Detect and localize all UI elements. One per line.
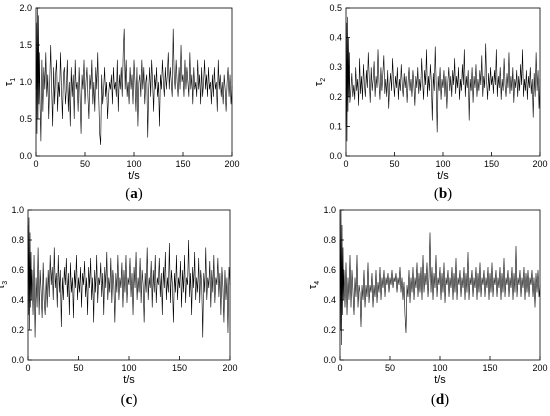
- y-tick-label: 2.0: [19, 3, 32, 13]
- x-tick-label: 200: [532, 363, 547, 373]
- x-tick-label: 50: [80, 159, 90, 169]
- plot-frame: [345, 7, 541, 157]
- caption-open: (: [121, 392, 126, 408]
- y-tick-label: 0.1: [329, 121, 342, 131]
- y-tick-label: 0.5: [19, 114, 32, 124]
- x-tick-label: 0: [33, 159, 38, 169]
- y-tick-label: 0.0: [329, 151, 342, 161]
- y-tick-label: 0.4: [323, 295, 336, 305]
- panel-caption: (a): [125, 186, 143, 202]
- caption-close: ): [447, 186, 452, 202]
- y-tick-label: 0.2: [329, 92, 342, 102]
- y-tick-label: 0.8: [11, 235, 24, 245]
- x-tick-label: 100: [126, 159, 141, 169]
- panel-c: 0 50 100 150 200 0.0 0.2 0.4 0.6 0.8 1.0 t/s τ3 (c): [0, 205, 238, 408]
- y-tick-label: 1.5: [19, 40, 32, 50]
- y-axis-title-base: τ: [313, 81, 325, 86]
- series-line-a: [35, 7, 233, 145]
- x-tick-label: 150: [175, 159, 190, 169]
- y-tick-label: 0.6: [323, 265, 336, 275]
- y-tick-label: 1.0: [19, 77, 32, 87]
- panel-d: 0 50 100 150 200 0.0 0.2 0.4 0.6 0.8 1.0 t/s τ4 (d): [307, 205, 548, 408]
- y-axis-title: τ2: [313, 78, 327, 86]
- panel-caption: (d): [431, 392, 449, 408]
- caption-letter: c: [126, 392, 133, 408]
- plot-frame: [35, 7, 233, 157]
- x-axis-title: t/s: [434, 374, 446, 386]
- y-tick-label: 0.4: [329, 33, 342, 43]
- x-tick-label: 0: [343, 159, 348, 169]
- series-line-d: [339, 209, 541, 346]
- x-tick-label: 200: [222, 363, 237, 373]
- y-axis-title-base: τ: [3, 81, 15, 86]
- y-tick-label: 0.5: [329, 3, 342, 13]
- x-tick-label: 150: [482, 363, 497, 373]
- x-tick-label: 100: [435, 159, 450, 169]
- y-tick-label: 0.4: [11, 295, 24, 305]
- x-tick-label: 50: [73, 363, 83, 373]
- x-tick-label: 150: [484, 159, 499, 169]
- x-tick-label: 0: [25, 363, 30, 373]
- x-tick-label: 0: [337, 363, 342, 373]
- y-axis-title: τ4: [307, 281, 321, 289]
- caption-letter: a: [130, 186, 138, 202]
- caption-close: ): [132, 392, 137, 408]
- x-tick-label: 150: [172, 363, 187, 373]
- x-tick-label: 200: [532, 159, 547, 169]
- caption-open: (: [431, 392, 436, 408]
- panel-b: 0 50 100 150 200 0.0 0.1 0.2 0.3 0.4 0.5 t/s τ2 (b): [313, 3, 548, 202]
- y-axis-title-base: τ: [307, 284, 319, 289]
- x-tick-label: 50: [385, 363, 395, 373]
- y-axis-title-base: τ: [0, 284, 7, 289]
- caption-open: (: [434, 186, 439, 202]
- y-axis-title-sub: 2: [320, 78, 327, 82]
- y-tick-label: 1.0: [11, 205, 24, 215]
- caption-letter: d: [436, 392, 445, 408]
- panel-caption: (c): [121, 392, 138, 408]
- y-axis-title-sub: 1: [10, 78, 17, 82]
- x-tick-label: 100: [432, 363, 447, 373]
- y-axis-title: τ1: [3, 78, 17, 86]
- x-tick-label: 100: [121, 363, 136, 373]
- y-axis-title: τ3: [0, 281, 9, 289]
- y-tick-label: 0.6: [11, 265, 24, 275]
- y-tick-label: 0.2: [323, 325, 336, 335]
- y-tick-label: 0.8: [323, 235, 336, 245]
- x-axis-title: t/s: [128, 170, 140, 182]
- y-axis-title-sub: 3: [2, 281, 9, 285]
- y-axis-title-sub: 4: [314, 281, 321, 285]
- panel-caption: (b): [434, 186, 452, 202]
- y-tick-label: 0.0: [323, 355, 336, 365]
- panel-a: 0 50 100 150 200 0.0 0.5 1.0 1.5 2.0 t/s τ1 (a): [3, 3, 240, 202]
- caption-letter: b: [439, 186, 447, 202]
- series-line-b: [345, 16, 541, 142]
- y-tick-label: 0.2: [11, 325, 24, 335]
- x-tick-label: 200: [224, 159, 239, 169]
- series-line-c: [27, 217, 231, 338]
- y-tick-label: 1.0: [323, 205, 336, 215]
- x-tick-label: 50: [389, 159, 399, 169]
- y-tick-label: 0.3: [329, 62, 342, 72]
- x-axis-title: t/s: [123, 374, 135, 386]
- caption-close: ): [138, 186, 143, 202]
- x-axis-title: t/s: [437, 170, 449, 182]
- y-tick-label: 0.0: [19, 151, 32, 161]
- y-tick-label: 0.0: [11, 355, 24, 365]
- caption-open: (: [125, 186, 130, 202]
- caption-close: ): [444, 392, 449, 408]
